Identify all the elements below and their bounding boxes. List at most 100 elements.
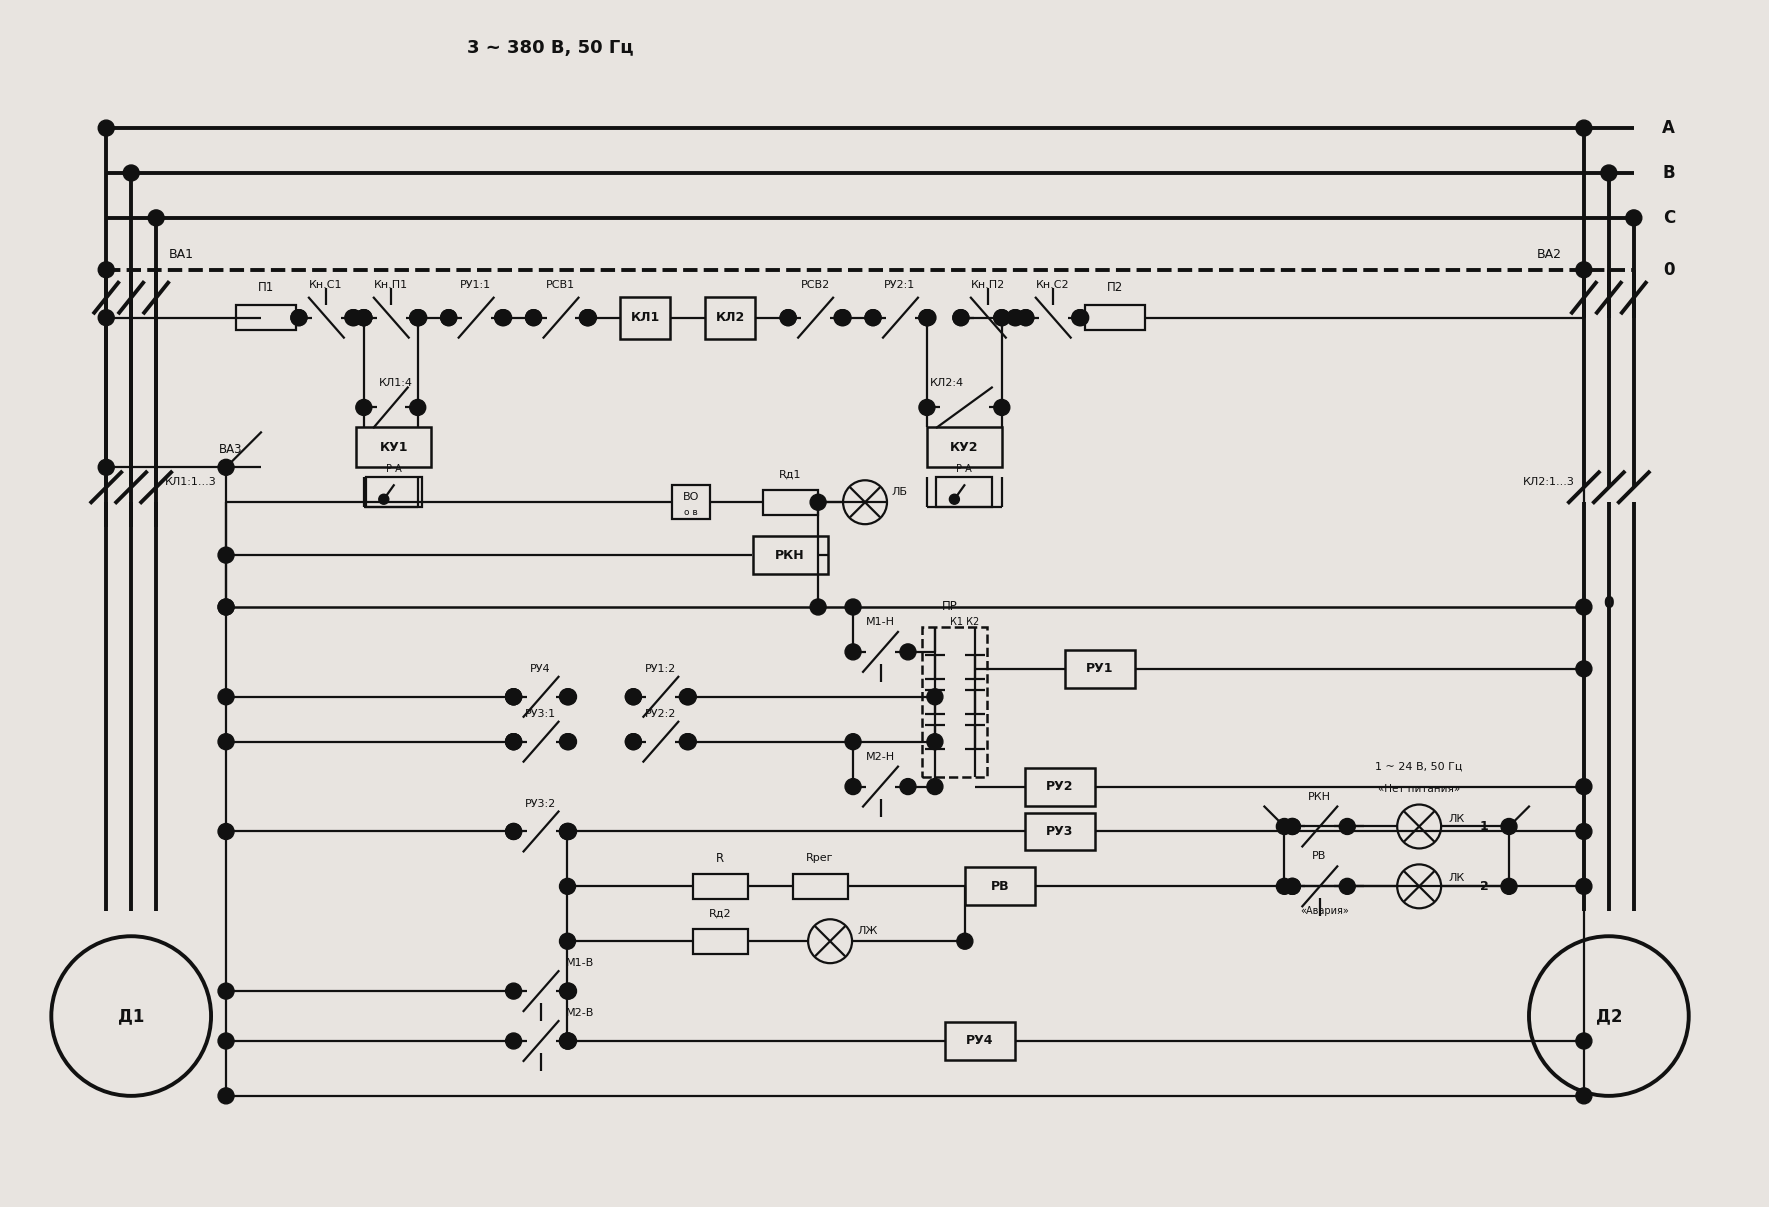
Bar bbox=[922, 626, 987, 776]
Text: КЛ1:1...3: КЛ1:1...3 bbox=[165, 477, 218, 488]
Text: РУ4: РУ4 bbox=[531, 664, 550, 674]
Text: ВА2: ВА2 bbox=[1537, 249, 1562, 261]
Circle shape bbox=[1576, 121, 1592, 136]
Circle shape bbox=[1576, 599, 1592, 616]
Circle shape bbox=[506, 823, 522, 839]
Circle shape bbox=[994, 310, 1010, 326]
Circle shape bbox=[506, 689, 522, 705]
Text: РСВ2: РСВ2 bbox=[801, 280, 830, 290]
Text: П2: П2 bbox=[1107, 281, 1123, 295]
Text: Р А: Р А bbox=[386, 465, 402, 474]
Circle shape bbox=[506, 823, 522, 839]
Text: 2: 2 bbox=[1479, 880, 1488, 893]
Text: РКН: РКН bbox=[775, 549, 805, 561]
Circle shape bbox=[1576, 823, 1592, 839]
Text: ЛЖ: ЛЖ bbox=[858, 926, 877, 937]
Text: М1-Н: М1-Н bbox=[865, 617, 895, 626]
Text: КУ2: КУ2 bbox=[950, 441, 978, 454]
Text: «Нет питания»: «Нет питания» bbox=[1378, 783, 1459, 793]
Circle shape bbox=[1576, 879, 1592, 894]
Text: РУ4: РУ4 bbox=[966, 1034, 994, 1048]
Circle shape bbox=[900, 643, 916, 660]
Circle shape bbox=[953, 310, 969, 326]
Text: ВО: ВО bbox=[683, 492, 699, 502]
Circle shape bbox=[1576, 262, 1592, 278]
Bar bbox=[235, 305, 295, 331]
Circle shape bbox=[506, 689, 522, 705]
Circle shape bbox=[559, 689, 575, 705]
Bar bbox=[927, 427, 1001, 467]
Circle shape bbox=[561, 984, 577, 999]
Text: Р А: Р А bbox=[957, 465, 973, 474]
Text: 0: 0 bbox=[1603, 596, 1613, 612]
Circle shape bbox=[218, 1033, 234, 1049]
Text: Rд1: Rд1 bbox=[778, 470, 801, 479]
Circle shape bbox=[218, 460, 234, 476]
Circle shape bbox=[626, 734, 642, 750]
Circle shape bbox=[626, 689, 642, 705]
Bar bbox=[1024, 768, 1095, 805]
Text: В: В bbox=[1663, 164, 1675, 182]
Circle shape bbox=[626, 734, 642, 750]
Circle shape bbox=[561, 689, 577, 705]
Circle shape bbox=[927, 689, 943, 705]
Circle shape bbox=[218, 599, 234, 616]
Circle shape bbox=[780, 310, 796, 326]
Text: РКН: РКН bbox=[1307, 792, 1330, 801]
Text: М2-Н: М2-Н bbox=[865, 752, 895, 762]
Circle shape bbox=[1502, 818, 1518, 834]
Circle shape bbox=[1284, 818, 1300, 834]
Circle shape bbox=[1017, 310, 1033, 326]
Circle shape bbox=[506, 689, 522, 705]
Text: РВ: РВ bbox=[991, 880, 1008, 893]
Circle shape bbox=[846, 779, 862, 794]
Bar bbox=[752, 536, 828, 575]
Circle shape bbox=[1626, 210, 1642, 226]
Circle shape bbox=[149, 210, 165, 226]
Text: КЛ1: КЛ1 bbox=[632, 311, 660, 325]
Text: ВА1: ВА1 bbox=[168, 249, 193, 261]
Bar bbox=[793, 874, 847, 899]
Circle shape bbox=[495, 310, 511, 326]
Circle shape bbox=[957, 933, 973, 949]
Circle shape bbox=[835, 310, 851, 326]
Circle shape bbox=[1502, 879, 1518, 894]
Circle shape bbox=[1339, 818, 1355, 834]
Circle shape bbox=[679, 689, 695, 705]
Bar bbox=[762, 490, 817, 514]
Text: Д1: Д1 bbox=[119, 1007, 145, 1025]
Circle shape bbox=[918, 400, 936, 415]
Text: К1 К2: К1 К2 bbox=[950, 617, 980, 626]
Circle shape bbox=[918, 310, 936, 326]
Text: РУ3:2: РУ3:2 bbox=[525, 799, 555, 809]
Circle shape bbox=[1072, 310, 1088, 326]
Text: А: А bbox=[1663, 119, 1675, 138]
Text: РУ2:2: РУ2:2 bbox=[644, 709, 676, 718]
Circle shape bbox=[681, 734, 697, 750]
Text: ЛК: ЛК bbox=[1449, 814, 1465, 823]
Circle shape bbox=[920, 310, 936, 326]
Bar bbox=[672, 485, 711, 519]
Circle shape bbox=[1284, 818, 1300, 834]
Circle shape bbox=[218, 734, 234, 750]
Bar bbox=[1084, 305, 1145, 331]
Text: С: С bbox=[1663, 209, 1675, 227]
Circle shape bbox=[846, 643, 862, 660]
Circle shape bbox=[218, 984, 234, 999]
Text: ПР: ПР bbox=[943, 601, 957, 613]
Circle shape bbox=[580, 310, 596, 326]
Text: 1 ~ 24 В, 50 Гц: 1 ~ 24 В, 50 Гц bbox=[1376, 762, 1463, 771]
Bar bbox=[706, 297, 755, 339]
Circle shape bbox=[559, 1033, 575, 1049]
Text: КУ1: КУ1 bbox=[380, 441, 409, 454]
Circle shape bbox=[1576, 779, 1592, 794]
Circle shape bbox=[559, 1033, 575, 1049]
Circle shape bbox=[218, 599, 234, 616]
Text: РУ1:2: РУ1:2 bbox=[644, 664, 676, 674]
Circle shape bbox=[1284, 879, 1300, 894]
Circle shape bbox=[506, 734, 522, 750]
Circle shape bbox=[410, 310, 426, 326]
Circle shape bbox=[99, 121, 115, 136]
Circle shape bbox=[927, 734, 943, 750]
Circle shape bbox=[953, 310, 969, 326]
